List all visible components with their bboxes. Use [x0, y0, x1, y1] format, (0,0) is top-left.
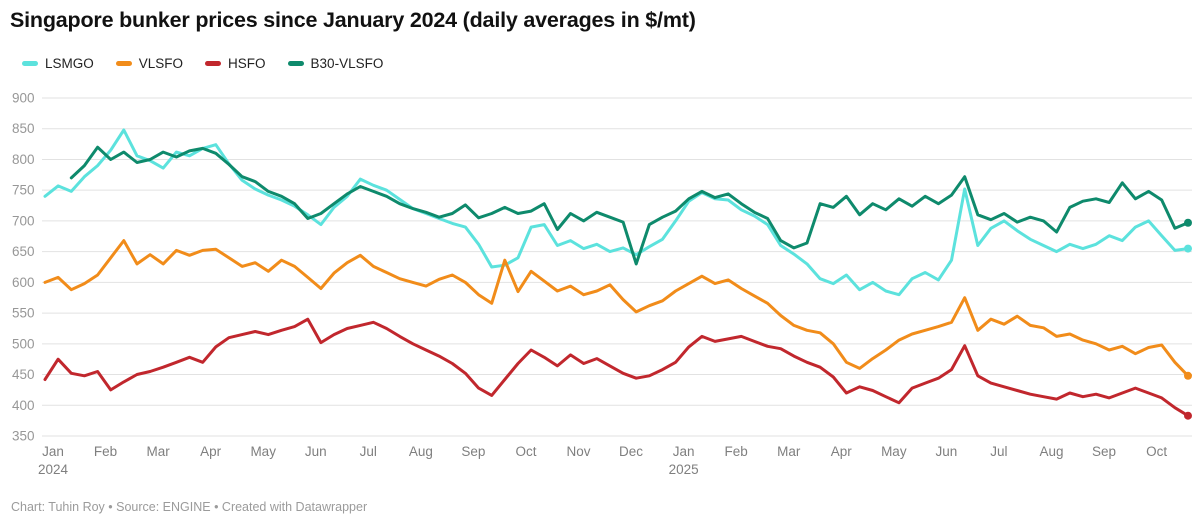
legend-swatch-b30-vlsfo [287, 61, 304, 66]
legend-item-lsmgo: LSMGO [22, 56, 94, 71]
legend-label: HSFO [228, 56, 266, 71]
series-line-hsfo [43, 317, 1190, 418]
chart-title: Singapore bunker prices since January 20… [10, 8, 696, 32]
x-tick-label-nov-10: Nov [567, 444, 591, 459]
chart-legend: LSMGO VLSFO HSFO B30-VLSFO [22, 56, 383, 71]
series-end-dot-lsmgo [1184, 244, 1192, 253]
legend-item-b30-vlsfo: B30-VLSFO [287, 56, 384, 71]
series-end-dot-vlsfo [1184, 371, 1192, 380]
y-tick-label: 650 [12, 244, 35, 259]
series-line-vlsfo [43, 239, 1190, 378]
x-tick-label-oct-21: Oct [1146, 444, 1167, 459]
x-tick-label-aug-19: Aug [1039, 444, 1063, 459]
x-tick-label-aug-7: Aug [409, 444, 433, 459]
x-tick-label-apr-15: Apr [831, 444, 853, 459]
x-tick-label-jul-18: Jul [990, 444, 1007, 459]
x-tick-label-mar-14: Mar [777, 444, 801, 459]
x-tick-label-jul-6: Jul [360, 444, 377, 459]
series-line-b30-vlsfo [69, 145, 1190, 266]
legend-item-vlsfo: VLSFO [115, 56, 184, 71]
x-tick-label-sep-8: Sep [461, 444, 485, 459]
y-tick-label: 450 [12, 367, 35, 382]
x-tick-label-may-4: May [250, 444, 276, 459]
x-tick-label-oct-9: Oct [515, 444, 536, 459]
x-tick-label-apr-3: Apr [200, 444, 222, 459]
x-tick-label-feb-13: Feb [725, 444, 748, 459]
y-tick-label: 400 [12, 398, 35, 413]
y-tick-label: 900 [12, 91, 35, 106]
legend-swatch-vlsfo [115, 61, 132, 66]
y-tick-label: 850 [12, 121, 35, 136]
x-tick-label-sep-20: Sep [1092, 444, 1116, 459]
legend-swatch-lsmgo [22, 61, 38, 66]
series-end-dot-b30-vlsfo [1184, 218, 1192, 227]
legend-label: B30-VLSFO [310, 56, 384, 71]
x-tick-label-dec-11: Dec [619, 444, 643, 459]
legend-item-hsfo: HSFO [205, 56, 266, 71]
legend-label: LSMGO [45, 56, 94, 71]
y-tick-label: 550 [12, 306, 35, 321]
legend-label: VLSFO [138, 56, 184, 71]
x-tick-label-jun-5: Jun [305, 444, 327, 459]
x-tick-label-jan-0: Jan [42, 444, 64, 459]
x-tick-label-jun-17: Jun [935, 444, 957, 459]
y-tick-label: 700 [12, 213, 35, 228]
x-tick-label-feb-1: Feb [94, 444, 117, 459]
x-tick-year-label: 2024 [38, 462, 69, 477]
y-tick-label: 800 [12, 152, 35, 167]
chart-footer: Chart: Tuhin Roy • Source: ENGINE • Crea… [11, 500, 368, 514]
x-tick-year-label: 2025 [669, 462, 699, 477]
series-end-dot-hsfo [1184, 411, 1192, 420]
x-tick-label-may-16: May [881, 444, 907, 459]
x-tick-label-mar-2: Mar [146, 444, 170, 459]
legend-swatch-hsfo [205, 61, 222, 66]
x-tick-label-jan-12: Jan [673, 444, 695, 459]
y-tick-label: 500 [12, 336, 35, 351]
price-chart-canvas: 350 400 450 500 550 600 650 700 750 800 850 900 Jan 2… [12, 91, 1192, 477]
y-tick-label: 750 [12, 183, 35, 198]
y-tick-label: 600 [12, 275, 35, 290]
y-tick-label: 350 [12, 429, 35, 444]
